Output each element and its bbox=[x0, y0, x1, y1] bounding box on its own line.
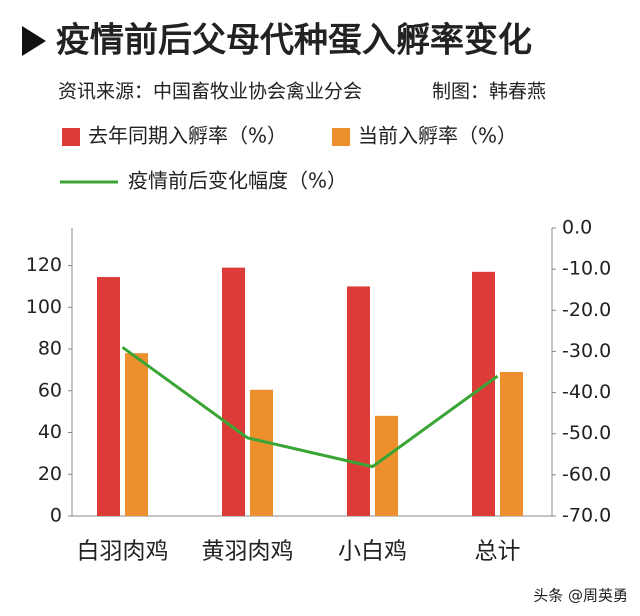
y-tick-label: 60 bbox=[38, 379, 62, 401]
bar bbox=[472, 271, 495, 516]
y2-tick-label: -50.0 bbox=[562, 422, 611, 444]
x-tick-label: 小白鸡 bbox=[338, 539, 407, 565]
line bbox=[121, 346, 499, 469]
y-tick-label: 0 bbox=[50, 505, 62, 527]
x-tick-label: 黄羽肉鸡 bbox=[202, 539, 294, 565]
title-marker bbox=[22, 26, 46, 56]
legend-swatch bbox=[332, 128, 350, 146]
bar bbox=[125, 353, 148, 516]
subtitle: 资讯来源：中国畜牧业协会禽业分会 bbox=[58, 81, 362, 103]
x-tick-label: 白羽肉鸡 bbox=[77, 539, 169, 565]
y2-tick-label: -20.0 bbox=[562, 299, 611, 321]
y2-tick-label: -30.0 bbox=[562, 340, 611, 362]
bar bbox=[250, 389, 273, 516]
bar bbox=[222, 267, 245, 516]
y-tick-label: 120 bbox=[26, 254, 62, 276]
bar bbox=[97, 277, 120, 516]
bar bbox=[347, 286, 370, 516]
chart-title: 疫情前后父母代种蛋入孵率变化 bbox=[56, 21, 532, 61]
y2-tick-label: 0.0 bbox=[562, 217, 592, 239]
watermark: 头条 @周英勇 bbox=[533, 587, 628, 605]
bar bbox=[375, 415, 398, 516]
y-tick-label: 100 bbox=[26, 296, 62, 318]
y-tick-label: 20 bbox=[38, 463, 62, 485]
legend-label: 当前入孵率（%） bbox=[358, 124, 517, 148]
y-tick-label: 80 bbox=[38, 338, 62, 360]
legend-label: 疫情前后变化幅度（%） bbox=[128, 169, 347, 193]
y2-tick-label: -60.0 bbox=[562, 463, 611, 485]
legend-label: 去年同期入孵率（%） bbox=[88, 124, 287, 148]
x-tick-label: 总计 bbox=[475, 539, 521, 565]
credit: 制图：韩春燕 bbox=[432, 81, 546, 103]
y-tick-label: 40 bbox=[38, 421, 62, 443]
y2-tick-label: -70.0 bbox=[562, 505, 611, 527]
legend-swatch bbox=[62, 128, 80, 146]
bar bbox=[500, 372, 523, 516]
y2-tick-label: -10.0 bbox=[562, 258, 611, 280]
y2-tick-label: -40.0 bbox=[562, 381, 611, 403]
